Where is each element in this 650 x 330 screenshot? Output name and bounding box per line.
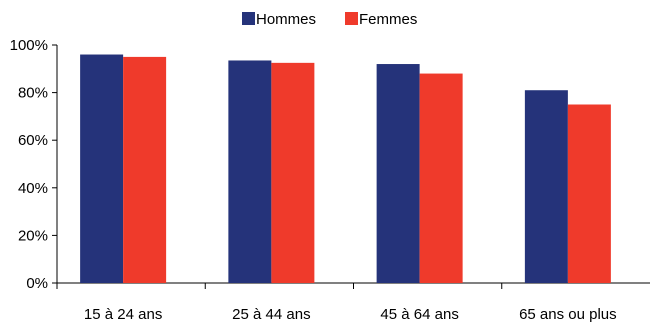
y-tick-label: 40% <box>18 180 48 197</box>
legend: Hommes Femmes <box>242 11 417 28</box>
x-tick-label: 65 ans ou plus <box>519 306 617 323</box>
bar-hommes <box>524 90 568 283</box>
bar-femmes <box>123 56 167 284</box>
y-axis: 0% 20% 40% 60% 80% 100% <box>10 37 58 292</box>
legend-label: Hommes <box>256 11 316 28</box>
bar-femmes <box>567 104 611 283</box>
legend-swatch <box>345 12 358 25</box>
bar-hommes <box>80 54 124 283</box>
x-tick-label: 25 à 44 ans <box>232 306 310 323</box>
bar-femmes <box>419 73 463 283</box>
bar-hommes <box>228 60 272 283</box>
bar-hommes <box>376 64 420 283</box>
y-tick-label: 60% <box>18 132 48 149</box>
y-tick-label: 20% <box>18 227 48 244</box>
legend-swatch <box>242 12 255 25</box>
bar-femmes <box>271 62 315 283</box>
x-tick-label: 15 à 24 ans <box>84 306 162 323</box>
y-tick-label: 80% <box>18 85 48 102</box>
bars <box>80 54 611 284</box>
legend-label: Femmes <box>359 11 417 28</box>
x-tick-label: 45 à 64 ans <box>380 306 458 323</box>
x-axis: 15 à 24 ans 25 à 44 ans 45 à 64 ans 65 ans … <box>56 282 650 323</box>
y-tick-label: 100% <box>10 37 48 54</box>
y-tick-label: 0% <box>26 275 48 292</box>
